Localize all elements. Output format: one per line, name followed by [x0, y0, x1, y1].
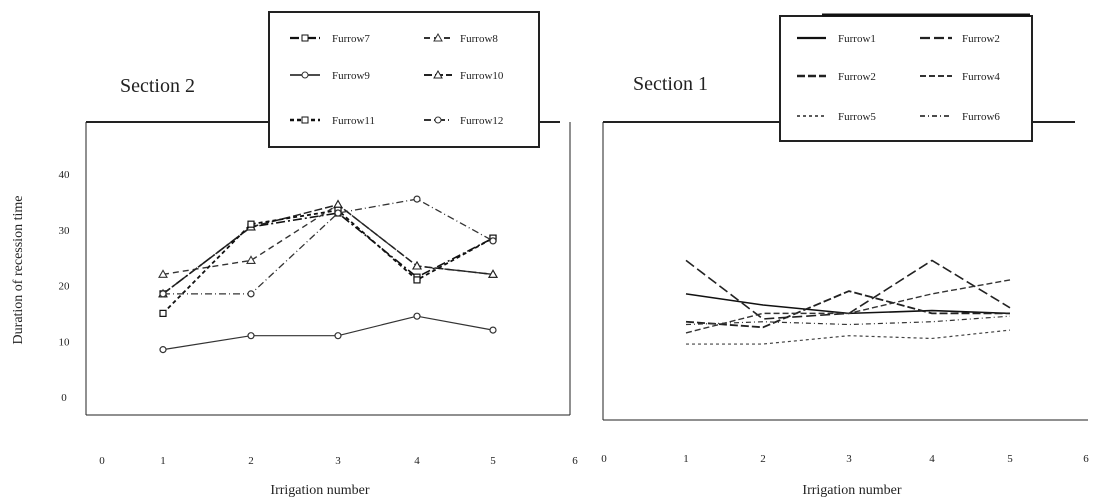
s2-point-marker — [247, 220, 255, 228]
s2-point-marker — [333, 199, 343, 209]
s2-series-line — [162, 212, 494, 295]
s2-legend-label: Furrow9 — [332, 70, 370, 82]
section-2-legend-box — [268, 11, 540, 148]
s2-legend-marker — [301, 34, 309, 42]
s2-series-line — [162, 315, 494, 351]
s2-point-marker — [159, 346, 167, 354]
s2-x-tick-label: 4 — [414, 455, 420, 467]
s2-point-marker — [488, 269, 498, 278]
s1-series-line — [685, 290, 1010, 329]
s2-point-marker — [158, 269, 168, 278]
s2-x-tick-label: 1 — [160, 455, 166, 467]
s1-x-tick-label: 1 — [683, 453, 689, 465]
s2-point-marker — [159, 309, 167, 317]
s2-legend-label: Furrow12 — [460, 115, 503, 127]
section-2-legend: Furrow7 Furrow8 Furrow9 Furrow10 Furrow11 Fur… — [268, 11, 540, 148]
s1-x-tick-label: 0 — [601, 453, 607, 465]
s2-point-marker — [413, 276, 421, 284]
s2-legend-label: Furrow11 — [332, 115, 375, 127]
s2-point-marker — [246, 255, 256, 264]
s2-point-marker — [247, 290, 255, 298]
s2-x-tick-label: 2 — [248, 455, 254, 467]
s2-point-marker — [489, 326, 497, 334]
s1-series-line — [685, 279, 1011, 334]
s1-x-tick-label: 6 — [1083, 453, 1089, 465]
s2-point-marker — [413, 312, 421, 320]
s1-series-line — [685, 315, 1011, 326]
s2-x-tick-label: 6 — [572, 455, 578, 467]
s2-point-marker — [334, 209, 342, 217]
s2-point-marker — [413, 195, 421, 203]
s2-legend-marker — [301, 71, 309, 79]
s2-point-marker — [334, 332, 342, 340]
y-axis-label: Duration of recession time — [11, 196, 26, 345]
s2-legend-label: Furrow7 — [332, 33, 370, 45]
s2-x-tick-label: 0 — [99, 455, 105, 467]
s2-point-marker — [412, 260, 422, 270]
section-1-legend: Furrow1 Furrow2 Furrow2 Furrow4 Furrow5 Furro… — [779, 13, 1033, 142]
s2-series-line — [163, 198, 494, 295]
s1-x-tick-label: 3 — [846, 453, 852, 465]
s2-y-tick-label: 20 — [59, 281, 71, 293]
s2-x-tick-label: 5 — [490, 455, 496, 467]
s2-series-line — [162, 209, 494, 315]
section-2-title: Section 2 — [120, 75, 195, 97]
s2-legend-marker — [433, 32, 443, 42]
s1-legend-label: Furrow2 — [838, 71, 876, 83]
s2-y-tick-label: 0 — [61, 392, 67, 404]
s1-legend-label: Furrow5 — [838, 111, 876, 123]
s2-point-marker — [159, 290, 167, 298]
section-1-title: Section 1 — [633, 73, 708, 95]
s2-legend-marker — [434, 116, 442, 124]
s2-legend-label: Furrow10 — [460, 70, 504, 82]
s2-y-tick-label: 10 — [59, 336, 71, 348]
section-2-panel: Section 2 Irrigation number 0 10 20 30 40 0 1 2… — [59, 75, 579, 498]
s2-point-marker — [489, 237, 497, 245]
s1-legend-label: Furrow2 — [962, 33, 1000, 45]
s1-legend-label: Furrow4 — [962, 71, 1000, 83]
s1-x-tick-label: 5 — [1007, 453, 1013, 465]
s2-series-line — [162, 203, 494, 295]
section-1-legend-box — [779, 15, 1033, 142]
s2-x-tick-label: 3 — [335, 455, 341, 467]
s2-legend-label: Furrow8 — [460, 33, 498, 45]
s1-legend-label: Furrow1 — [838, 33, 876, 45]
section-2-x-axis-label: Irrigation number — [270, 483, 369, 498]
s1-x-tick-label: 2 — [760, 453, 766, 465]
s1-legend-label: Furrow6 — [962, 111, 1000, 123]
s1-series-line — [685, 259, 1011, 320]
s2-point-marker — [247, 332, 255, 340]
s2-legend-marker — [433, 69, 443, 79]
s2-legend-marker — [301, 116, 309, 124]
section-1-x-axis-label: Irrigation number — [802, 483, 901, 498]
s2-y-tick-label: 40 — [59, 169, 71, 181]
s1-series-line — [686, 329, 1011, 345]
s1-x-tick-label: 4 — [929, 453, 935, 465]
s2-y-tick-label: 30 — [59, 225, 71, 237]
